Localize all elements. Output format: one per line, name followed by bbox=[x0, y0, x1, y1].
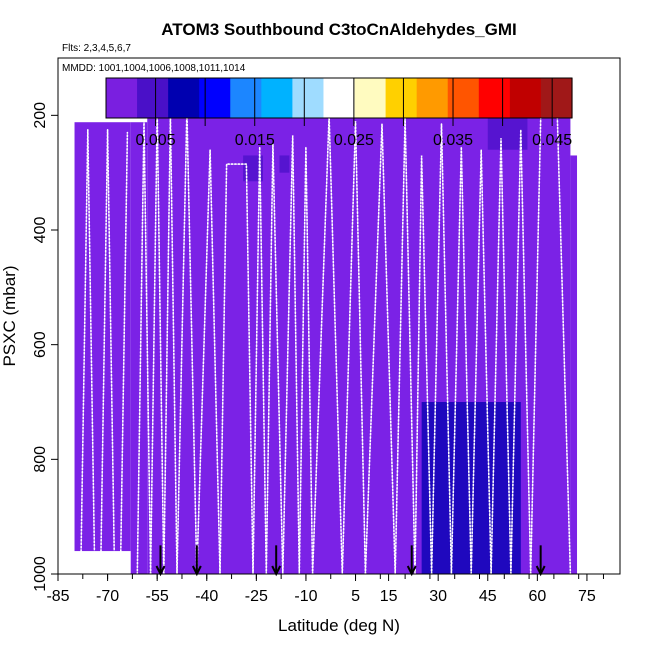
colorbar-swatch bbox=[137, 78, 169, 118]
x-tick-label: 30 bbox=[429, 588, 447, 605]
flight-profile-line bbox=[80, 129, 96, 552]
flight-profile-line bbox=[450, 146, 472, 575]
flight-profile-track bbox=[252, 146, 268, 575]
flight-profile-line bbox=[470, 149, 492, 575]
x-tick-label: -40 bbox=[195, 588, 218, 605]
y-tick-label: 600 bbox=[32, 331, 49, 358]
x-tick-label: 45 bbox=[479, 588, 497, 605]
x-tick-label: 15 bbox=[380, 588, 398, 605]
dates-label: MMDD: 1001,1004,1006,1008,1011,1014 bbox=[62, 63, 246, 74]
flight-profile-track bbox=[149, 112, 165, 575]
x-axis: -85 -70 -55 -40 -25 -10 5 15 30 45 60 75 bbox=[46, 574, 604, 605]
flight-profile-line bbox=[219, 163, 254, 575]
y-tick-label: 1000 bbox=[32, 556, 49, 592]
colorbar-tick-label: 0.035 bbox=[433, 132, 473, 149]
y-tick-label: 400 bbox=[32, 217, 49, 244]
x-tick-label: 60 bbox=[528, 588, 546, 605]
colorbar-tick-label: 0.045 bbox=[532, 132, 572, 149]
flight-profile-track bbox=[196, 149, 221, 575]
colorbar-swatch bbox=[106, 78, 138, 118]
flight-profile-track bbox=[529, 111, 572, 575]
colorbar-swatch bbox=[540, 78, 573, 118]
colorbar-swatch bbox=[416, 78, 449, 118]
flight-profile-track bbox=[341, 121, 367, 575]
colorbar: 0.005 0.015 0.025 0.035 0.045 bbox=[105, 77, 573, 149]
flight-profile-line bbox=[265, 143, 284, 575]
colorbar-swatch bbox=[168, 78, 200, 118]
y-tick-label: 200 bbox=[32, 102, 49, 129]
colorbar-tick-label: 0.015 bbox=[235, 132, 275, 149]
flight-profile-track bbox=[265, 143, 284, 575]
flight-profile-line bbox=[196, 149, 221, 575]
flight-profile-track bbox=[136, 121, 152, 575]
colorbar-swatch bbox=[509, 78, 542, 118]
flight-profile-line bbox=[414, 155, 433, 575]
plot-area bbox=[74, 95, 578, 577]
colorbar-swatch bbox=[447, 78, 480, 118]
colorbar-swatch bbox=[292, 78, 325, 118]
flight-profile-track bbox=[120, 131, 129, 552]
x-tick-label: 5 bbox=[351, 588, 360, 605]
data-region-segment bbox=[570, 155, 578, 574]
data-region-segment bbox=[130, 122, 148, 575]
flight-profile-line bbox=[430, 123, 453, 575]
flight-profile-track bbox=[298, 146, 314, 575]
y-axis: 200 400 600 800 1000 bbox=[32, 102, 58, 592]
flight-profile-track bbox=[281, 135, 301, 575]
x-tick-label: 75 bbox=[578, 588, 596, 605]
colorbar-swatch bbox=[385, 78, 418, 118]
flight-profile-track bbox=[414, 155, 433, 575]
colorbar-swatch bbox=[354, 78, 387, 118]
flight-profile-line bbox=[136, 121, 152, 575]
flight-profile-track bbox=[176, 109, 198, 575]
concentration-patch bbox=[243, 155, 263, 182]
flight-profile-line bbox=[510, 129, 532, 575]
colorbar-swatch bbox=[199, 78, 231, 118]
colorbar-swatch bbox=[230, 78, 262, 118]
x-axis-label: Latitude (deg N) bbox=[278, 616, 400, 635]
flights-label: Flts: 2,3,4,5,6,7 bbox=[62, 43, 131, 54]
flight-profile-track bbox=[80, 129, 96, 552]
x-tick-label: -85 bbox=[46, 588, 69, 605]
plot-frame bbox=[57, 57, 621, 575]
flight-profile-track bbox=[364, 123, 397, 575]
flight-profile-track bbox=[430, 123, 453, 575]
x-tick-label: -25 bbox=[245, 588, 268, 605]
flight-profile-line bbox=[341, 121, 367, 575]
flight-profile-track bbox=[100, 129, 115, 552]
flight-profile-track bbox=[450, 146, 473, 575]
x-tick-label: -70 bbox=[96, 588, 119, 605]
chart-title: ATOM3 Southbound C3toCnAldehydes_GMI bbox=[161, 20, 516, 39]
colorbar-frame bbox=[105, 77, 573, 119]
y-tick-label: 800 bbox=[32, 446, 49, 473]
colorbar-swatch bbox=[323, 78, 356, 118]
flight-profile-line bbox=[282, 135, 300, 575]
flight-profile-line bbox=[252, 146, 267, 575]
x-tick-label: -55 bbox=[146, 588, 169, 605]
colorbar-swatch bbox=[478, 78, 511, 118]
flight-profile-line bbox=[100, 129, 115, 552]
x-tick-label: -10 bbox=[294, 588, 317, 605]
flight-profile-track bbox=[490, 138, 512, 575]
colorbar-tick-label: 0.005 bbox=[136, 132, 176, 149]
flight-profile-line bbox=[490, 138, 512, 575]
flight-profile-line bbox=[298, 146, 314, 575]
y-axis-label: PSXC (mbar) bbox=[0, 265, 19, 366]
concentration-patch bbox=[279, 155, 290, 173]
colorbar-swatch bbox=[261, 78, 293, 118]
flight-profile-line bbox=[364, 123, 396, 575]
colorbar-tick-label: 0.025 bbox=[334, 132, 374, 149]
flight-profile-track bbox=[219, 163, 254, 575]
flight-profile-line bbox=[120, 132, 129, 552]
flight-profile-track bbox=[470, 149, 492, 575]
flight-profile-track bbox=[510, 129, 532, 575]
